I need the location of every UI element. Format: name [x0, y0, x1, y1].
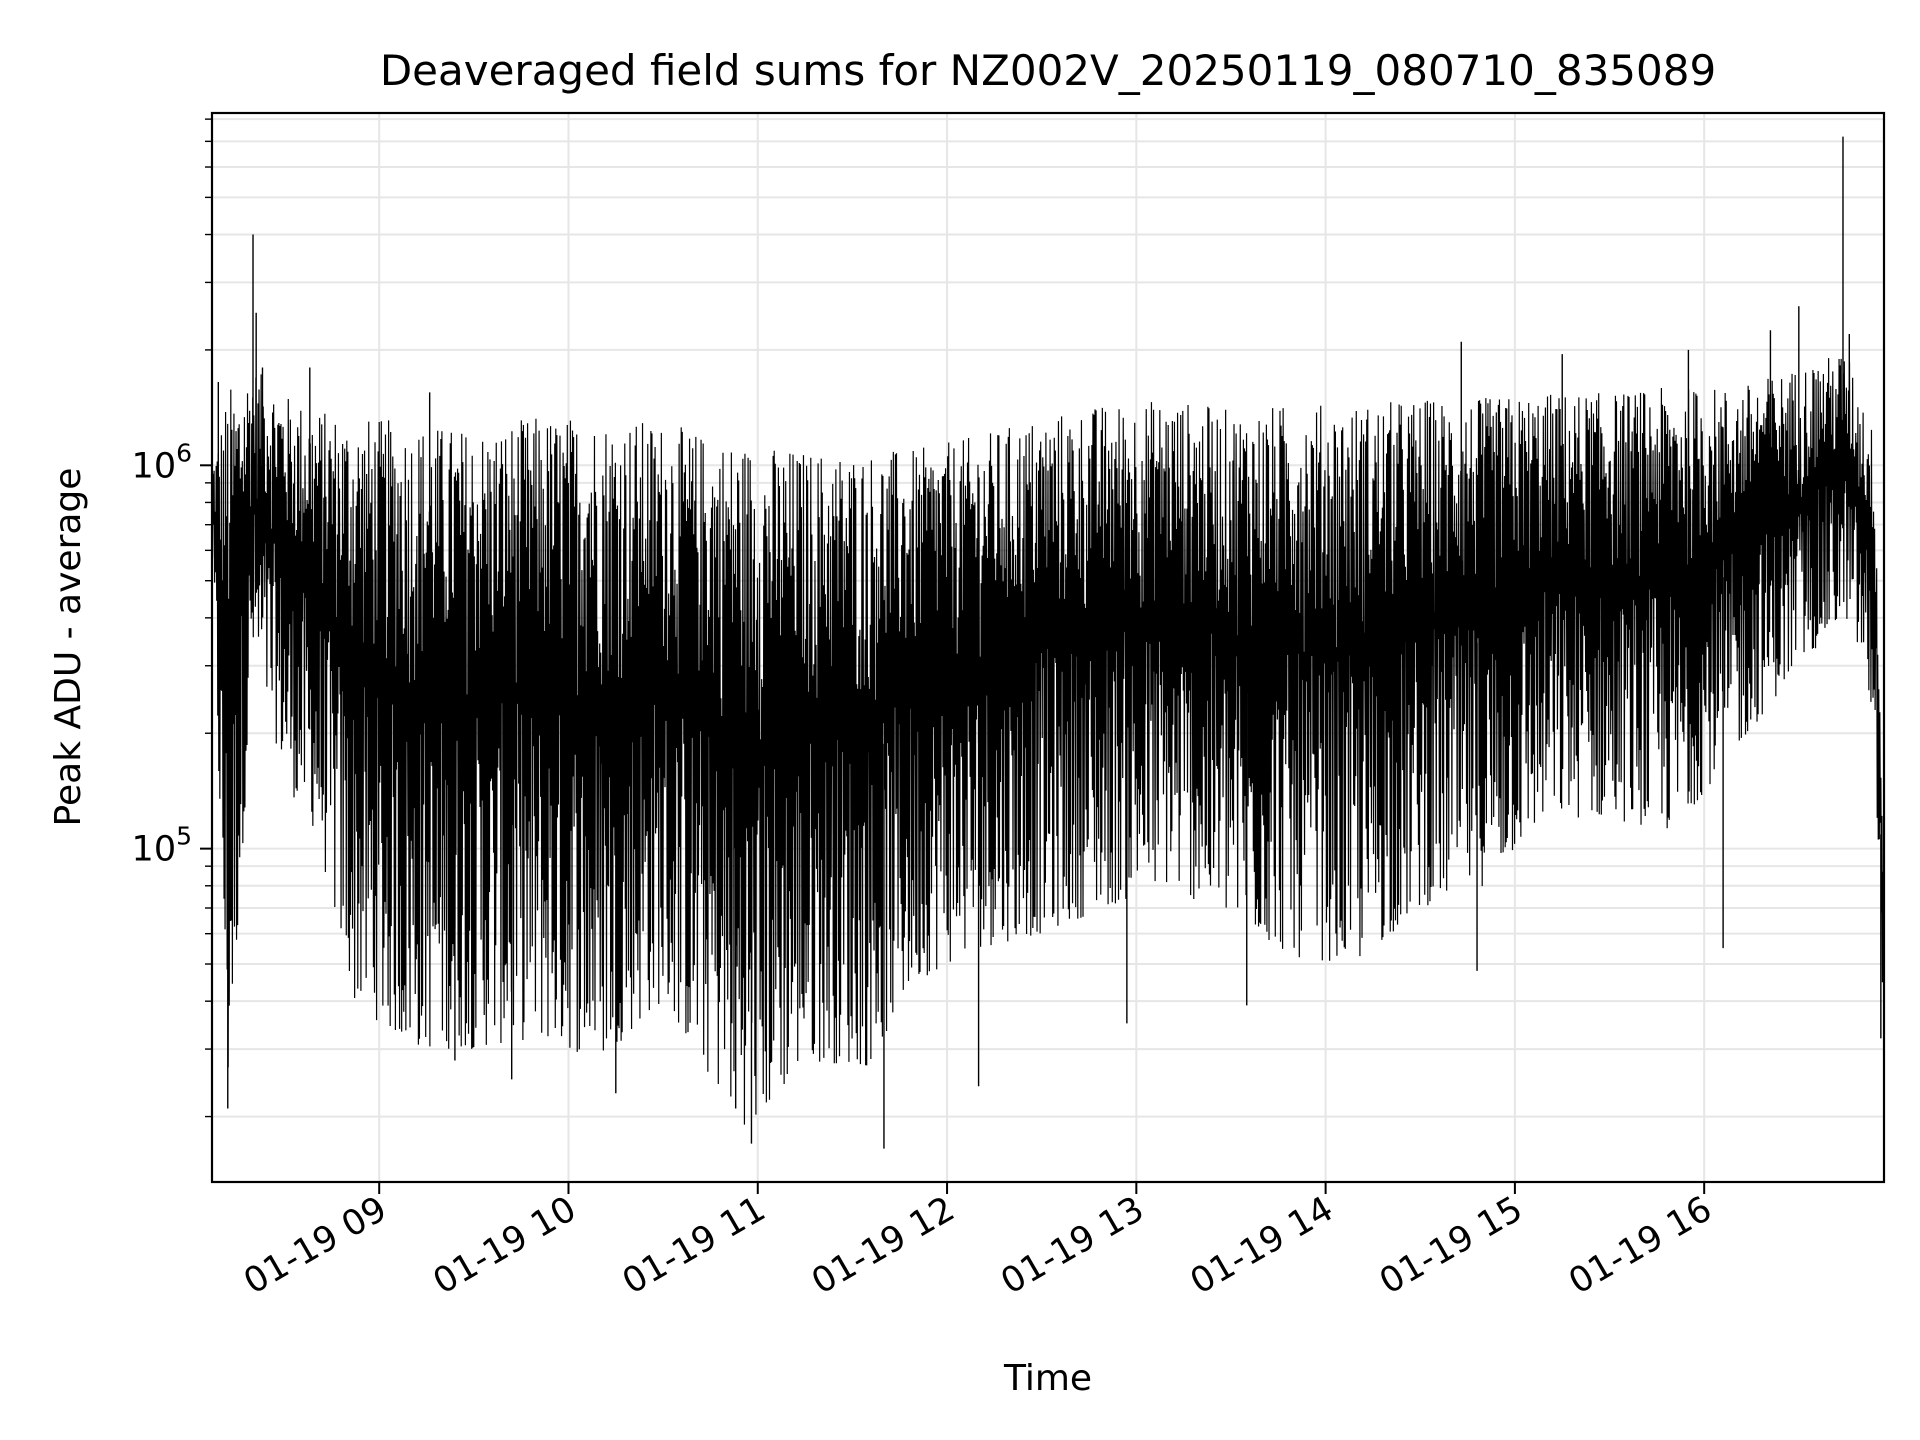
y-tick-exponent: 5	[176, 822, 192, 851]
chart-title: Deaveraged field sums for NZ002V_2025011…	[380, 46, 1716, 95]
series-line	[211, 358, 1885, 1125]
y-tick-label: 105	[132, 822, 192, 870]
x-axis-label: Time	[1003, 1358, 1092, 1399]
y-tick-base: 10	[132, 446, 177, 486]
y-axis-label: Peak ADU - average	[48, 468, 89, 827]
plot-frame	[210, 111, 1886, 1184]
series-layer	[211, 136, 1885, 1149]
y-tick-exponent: 6	[176, 438, 192, 467]
y-tick-base: 10	[132, 830, 177, 870]
y-tick-label: 106	[132, 438, 192, 486]
